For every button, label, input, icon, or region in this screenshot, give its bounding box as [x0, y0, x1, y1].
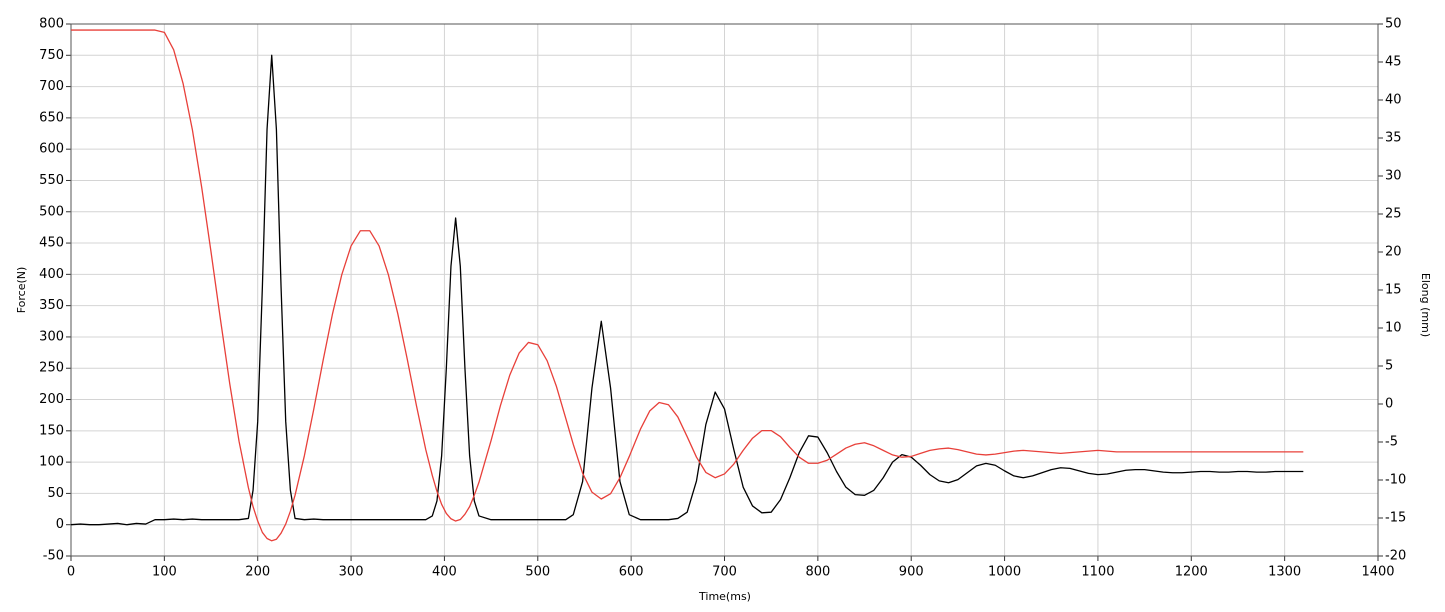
x-tick-label: 1300 [1268, 565, 1301, 580]
x-tick-label: 1400 [1361, 565, 1394, 580]
y-tick-label: 750 [39, 48, 64, 63]
y2-tick-label: -15 [1385, 511, 1406, 526]
x-tick-label: 100 [152, 565, 177, 580]
x-tick-label: 0 [67, 565, 75, 580]
y2-tick-label: 10 [1385, 321, 1402, 336]
y-tick-label: 200 [39, 392, 64, 407]
y2-tick-label: 0 [1385, 397, 1393, 412]
y-tick-label: 600 [39, 142, 64, 157]
y2-tick-label: -10 [1385, 473, 1406, 488]
x-tick-label: 200 [245, 565, 270, 580]
y2-tick-label: -20 [1385, 549, 1406, 564]
y-tick-label: 450 [39, 236, 64, 251]
data-line [71, 29, 1304, 542]
y2-tick-label: 40 [1385, 93, 1402, 108]
y-tick-label: 0 [56, 517, 64, 532]
y2-tick-label: 45 [1385, 55, 1402, 70]
data-line [70, 54, 1304, 526]
y2-tick-label: 25 [1385, 207, 1402, 222]
x-tick-label: 300 [339, 565, 364, 580]
x-axis-label: Time(ms) [698, 590, 751, 603]
x-tick-label: 1200 [1175, 565, 1208, 580]
y-tick-label: 250 [39, 361, 64, 376]
y-tick-label: 550 [39, 173, 64, 188]
y2-axis-label: Elong (mm) [1419, 273, 1432, 337]
x-tick-label: 1100 [1081, 565, 1114, 580]
x-tick-label: 400 [432, 565, 457, 580]
x-tick-label: 800 [805, 565, 830, 580]
plot-frame [70, 23, 1379, 557]
y-tick-label: 150 [39, 423, 64, 438]
y2-tick-label: -5 [1385, 435, 1398, 450]
y-tick-label: 350 [39, 298, 64, 313]
y2-tick-label: 30 [1385, 169, 1402, 184]
y-tick-label: 50 [47, 486, 64, 501]
y2-tick-label: 5 [1385, 359, 1393, 374]
x-tick-label: 700 [712, 565, 737, 580]
x-tick-label: 900 [899, 565, 924, 580]
y-axis-label: Force(N) [15, 267, 28, 314]
y-tick-label: 800 [39, 17, 64, 32]
y2-tick-label: 35 [1385, 131, 1402, 146]
y-tick-label: 400 [39, 267, 64, 282]
y-tick-label: 100 [39, 455, 64, 470]
y-tick-label: 500 [39, 204, 64, 219]
y2-tick-label: 50 [1385, 17, 1402, 32]
y-tick-label: 650 [39, 110, 64, 125]
x-tick-label: 1000 [988, 565, 1021, 580]
y-tick-label: -50 [43, 549, 64, 564]
y-tick-label: 300 [39, 329, 64, 344]
y-tick-label: 700 [39, 79, 64, 94]
y2-tick-label: 15 [1385, 283, 1402, 298]
x-tick-label: 600 [619, 565, 644, 580]
y2-tick-label: 20 [1385, 245, 1402, 260]
x-tick-label: 500 [525, 565, 550, 580]
